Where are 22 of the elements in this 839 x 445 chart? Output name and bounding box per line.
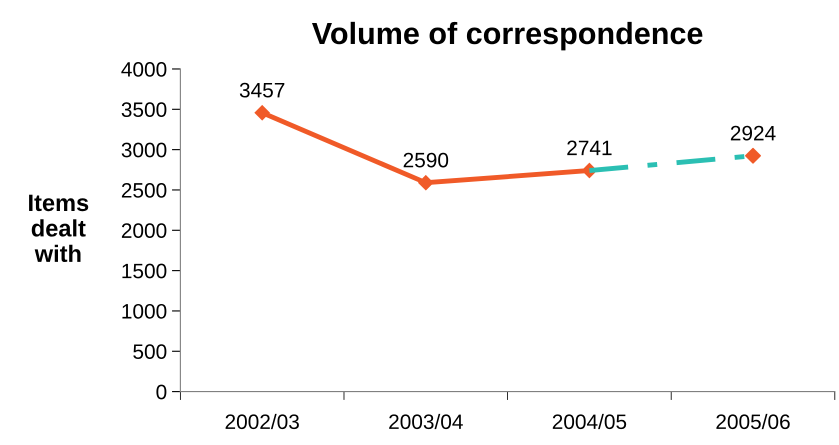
y-tick-label: 3000 [122, 142, 166, 158]
point [418, 175, 434, 190]
data-label: 3457 [240, 82, 284, 98]
y-tick-label: 1500 [122, 264, 166, 278]
y-tick-label: 2000 [122, 223, 166, 238]
y-tick-label: 1000 [122, 304, 166, 319]
y-tick-label: 0 [156, 384, 166, 400]
y-tick-label: 2500 [122, 182, 166, 198]
y-tick-label: 500 [133, 344, 166, 360]
y-axis-title: Items dealt with [29, 194, 88, 262]
data-label: 2741 [567, 140, 612, 156]
y-tick-label: 4000 [121, 62, 166, 77]
point [254, 105, 270, 120]
point [745, 148, 761, 164]
data-label: 2924 [730, 126, 776, 141]
x-tick-label: 2003/04 [389, 414, 463, 430]
chart-title: Volume of correspondence [312, 22, 702, 50]
y-tick-label: 3500 [122, 102, 166, 118]
data-label: 2590 [404, 152, 448, 168]
x-tick-label: 2004/05 [552, 414, 626, 430]
x-tick-label: 2002/03 [226, 414, 299, 430]
x-tick-label: 2005/06 [716, 414, 790, 430]
